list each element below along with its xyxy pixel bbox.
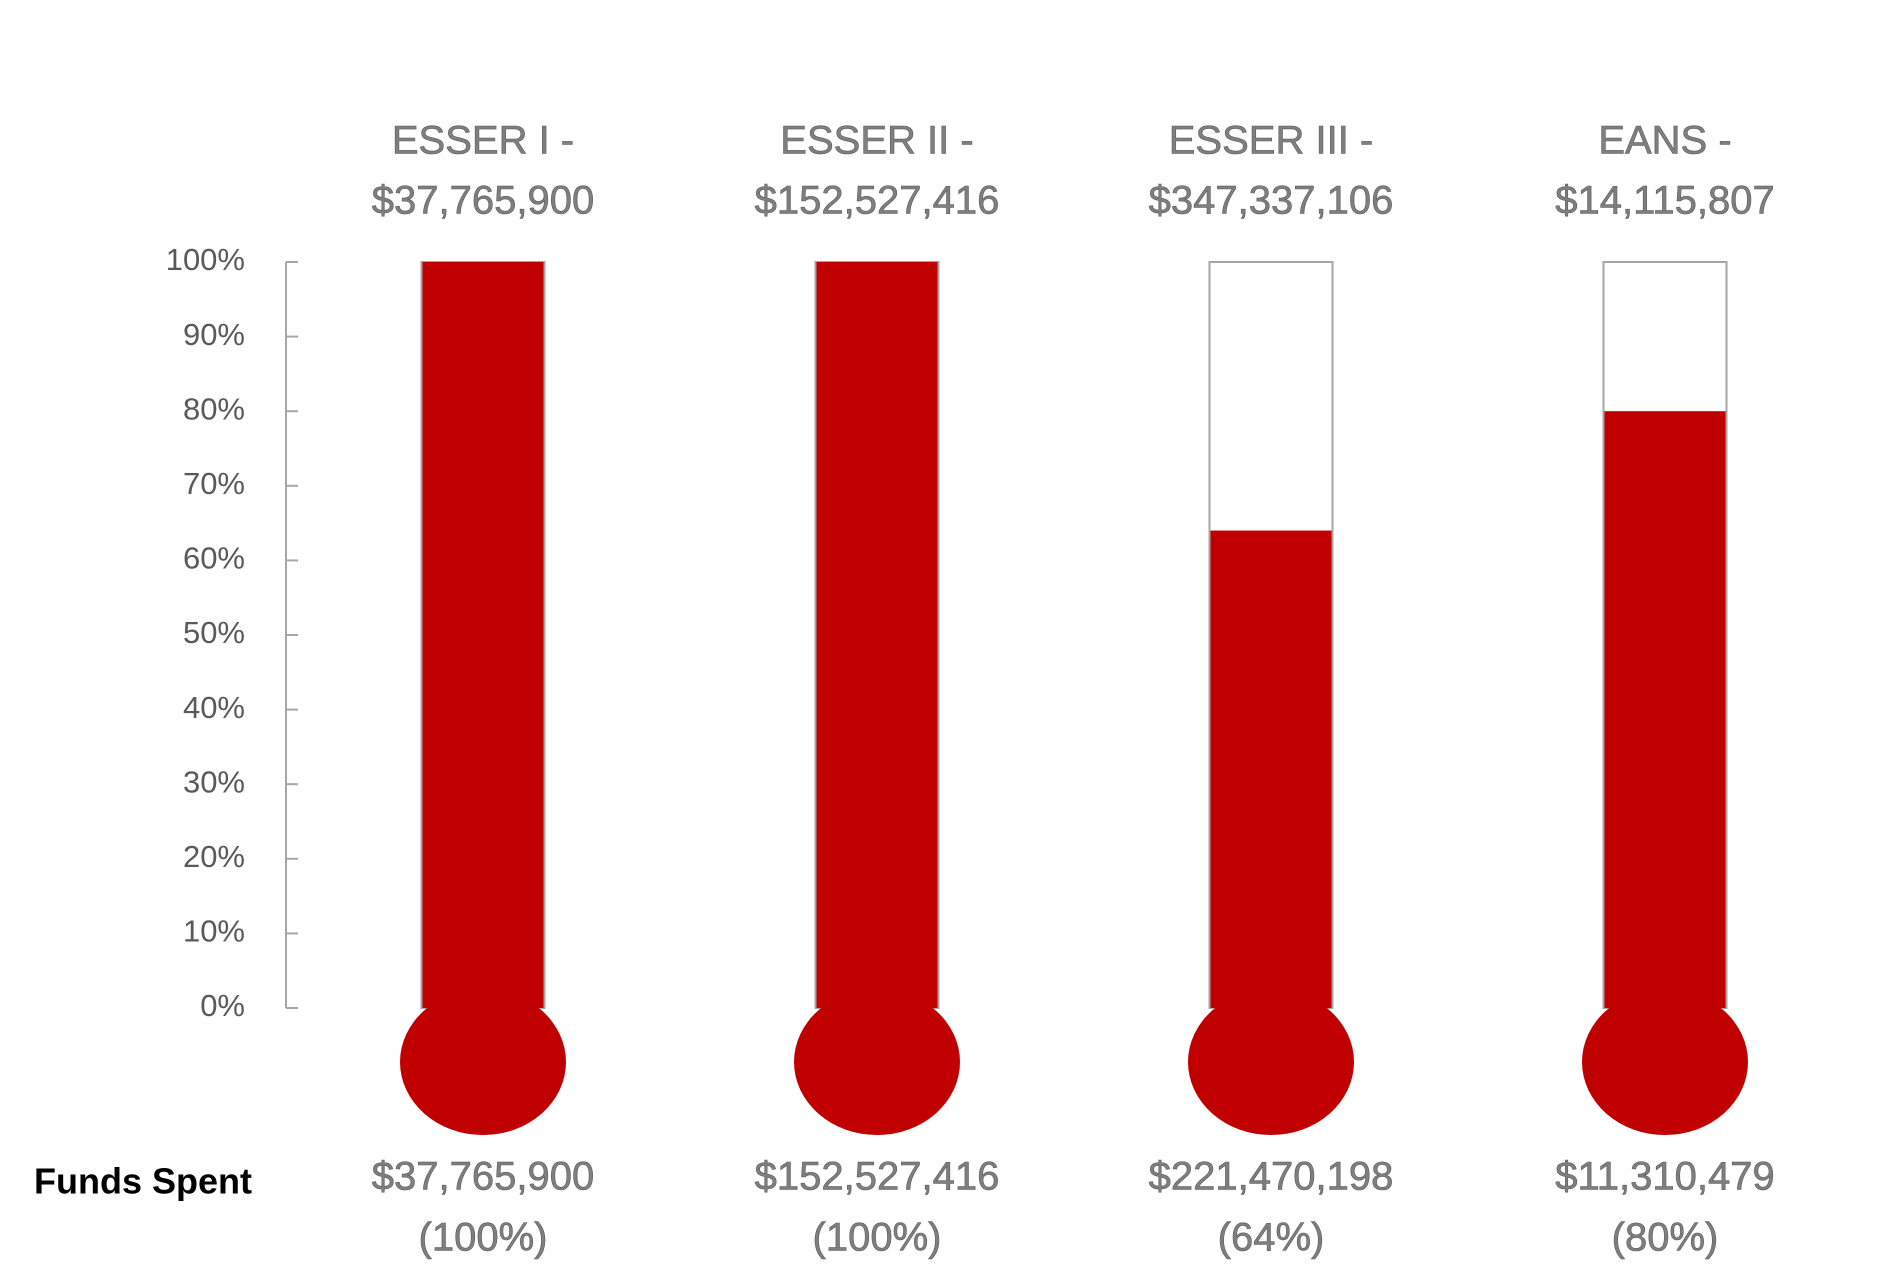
- category-label: ESSER III -: [1169, 119, 1374, 163]
- y-tick-label: 30%: [183, 764, 245, 799]
- bulb: [400, 989, 566, 1135]
- spent-label: $37,765,900: [372, 1155, 594, 1199]
- y-tick-label: 20%: [183, 839, 245, 874]
- bulb: [1582, 989, 1748, 1135]
- bulb: [794, 989, 960, 1135]
- value-label: (64%): [1218, 1216, 1325, 1260]
- y-tick-label: 90%: [183, 317, 245, 352]
- spent-label: $221,470,198: [1149, 1155, 1394, 1199]
- category-label: ESSER I -: [392, 119, 574, 163]
- value-label: (100%): [813, 1216, 942, 1260]
- budget-label: $37,765,900: [372, 179, 594, 223]
- value-label: (100%): [419, 1216, 548, 1260]
- bar: [816, 262, 938, 1008]
- budget-label: $14,115,807: [1555, 179, 1774, 223]
- spent-label: $11,310,479: [1555, 1155, 1774, 1199]
- spent-label: $152,527,416: [755, 1155, 1000, 1199]
- y-tick-label: 50%: [183, 615, 245, 650]
- y-tick-label: 40%: [183, 690, 245, 725]
- category-label: ESSER II -: [780, 119, 973, 163]
- bar: [422, 262, 544, 1008]
- bar: [1210, 530, 1332, 1008]
- y-tick-label: 80%: [183, 391, 245, 426]
- category-label: EANS -: [1598, 119, 1731, 163]
- y-tick-label: 0%: [200, 988, 245, 1023]
- y-tick-label: 100%: [166, 242, 245, 277]
- y-tick-label: 10%: [183, 914, 245, 949]
- budget-label: $347,337,106: [1149, 179, 1394, 223]
- budget-label: $152,527,416: [755, 179, 1000, 223]
- y-tick-label: 60%: [183, 541, 245, 576]
- bar: [1604, 411, 1726, 1008]
- value-label: (80%): [1612, 1216, 1719, 1260]
- bulb: [1188, 989, 1354, 1135]
- y-tick-label: 70%: [183, 466, 245, 501]
- row-label: Funds Spent: [34, 1161, 252, 1202]
